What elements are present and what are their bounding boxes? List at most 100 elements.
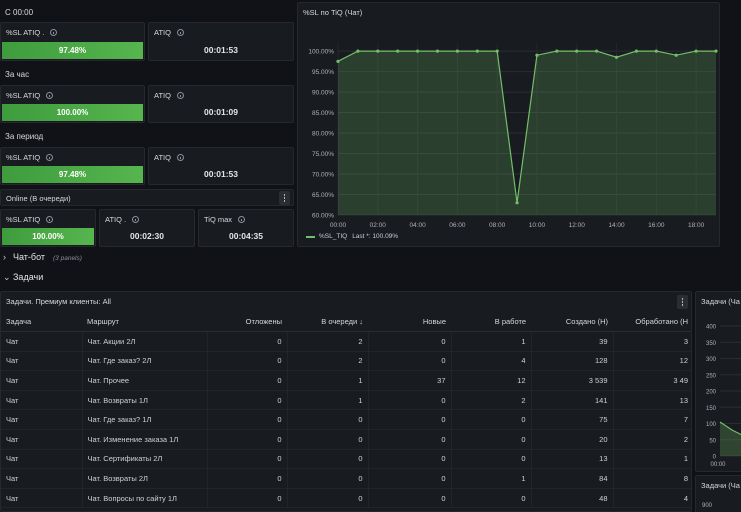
data-point[interactable] [455, 49, 459, 53]
table-cell: 0 [206, 390, 287, 411]
table-cell: Чат [1, 429, 82, 450]
table-cell: 128 [530, 351, 613, 372]
row-tasks-label: Задачи [13, 272, 44, 282]
column-header[interactable]: В работе [451, 312, 531, 333]
data-point[interactable] [336, 59, 340, 63]
data-point[interactable] [714, 49, 718, 53]
panel-title: TiQ max [204, 215, 233, 224]
table-cell: 0 [450, 488, 531, 509]
panel-menu-icon[interactable] [279, 191, 290, 205]
data-point[interactable] [396, 49, 400, 53]
y-tick-label: 350 [706, 341, 717, 347]
chart-legend[interactable]: %SL_TIQ Last *: 100.09% [306, 233, 398, 240]
data-point[interactable] [376, 49, 380, 53]
data-point[interactable] [555, 49, 559, 53]
panel-menu-icon[interactable] [677, 295, 688, 309]
stat-panel-atiq-today[interactable]: ATIQ 00:01:53 [148, 22, 294, 61]
table-cell: 0 [206, 351, 287, 372]
data-point[interactable] [614, 55, 619, 59]
stat-value: 00:01:53 [203, 169, 239, 179]
info-icon[interactable] [46, 153, 54, 161]
table-cell: 0 [286, 468, 368, 489]
table-cell: Чат [1, 351, 82, 372]
data-point[interactable] [535, 53, 539, 57]
table-row[interactable]: Чат Чат. Где заказ? 1Л 0 0 0 0 75 7 [1, 409, 691, 431]
stat-panel-online-atiq[interactable]: ATIQ . 00:02:30 [99, 209, 195, 247]
table-cell: Чат. Акции 2Л [81, 331, 207, 352]
table-cell: 48 [530, 488, 613, 509]
info-icon[interactable] [176, 28, 184, 36]
stat-panel-sl-atiq-today[interactable]: %SL ATIQ . 97.48% [0, 22, 145, 61]
online-queue-title: Online (В очереди) [6, 194, 71, 203]
table-cell: 75 [530, 409, 613, 431]
stat-panel-atiq-hour[interactable]: ATIQ 00:01:09 [148, 85, 294, 123]
table-cell: Чат [1, 449, 82, 470]
table-cell: 0 [286, 488, 368, 509]
column-header[interactable]: Новые [368, 312, 451, 333]
y-tick-label: 85.00% [312, 110, 334, 117]
table-cell: 12 [450, 370, 531, 391]
data-point[interactable] [475, 49, 479, 53]
column-header[interactable]: Маршрут [82, 312, 207, 333]
info-icon[interactable] [50, 28, 58, 36]
data-point[interactable] [575, 49, 579, 53]
table-cell: 0 [367, 409, 451, 431]
table-panel-title: Задачи. Премиум клиенты: All [6, 297, 111, 306]
stat-panel-sl-atiq-hour[interactable]: %SL ATIQ 100.00% [0, 85, 145, 123]
group-label-since-midnight: С 00:00 [5, 8, 34, 17]
stat-panel-online-tiq-max[interactable]: TiQ max 00:04:35 [198, 209, 294, 247]
table-row[interactable]: Чат Чат. Где заказ? 2Л 0 2 0 4 128 12 [1, 351, 691, 372]
online-queue-header[interactable]: Online (В очереди) [0, 189, 294, 206]
table-cell: 13 [530, 449, 613, 470]
stat-value-bar: 100.00% [2, 104, 143, 121]
table-row[interactable]: Чат Чат. Вопросы по сайту 1Л 0 0 0 0 48 4 [1, 488, 691, 509]
table-cell: 0 [450, 409, 531, 431]
column-header[interactable]: Создано (Н) [531, 312, 613, 333]
info-icon[interactable] [238, 215, 246, 223]
data-point[interactable] [674, 53, 678, 57]
x-tick-label: 00:00 [710, 462, 726, 468]
data-point[interactable] [415, 49, 420, 53]
table-row[interactable]: Чат Чат. Изменение заказа 1Л 0 0 0 0 20 2 [1, 429, 691, 450]
table-row[interactable]: Чат Чат. Возвраты 2Л 0 0 0 1 84 8 [1, 468, 691, 489]
stat-value-bar: 100.00% [2, 228, 94, 245]
stat-panel-atiq-period[interactable]: ATIQ 00:01:53 [148, 147, 294, 185]
column-header[interactable]: Отложены [207, 312, 287, 333]
data-point[interactable] [515, 201, 519, 205]
info-icon[interactable] [176, 153, 184, 161]
data-point[interactable] [495, 49, 499, 53]
data-point[interactable] [356, 49, 360, 53]
table-panel-premium-tasks[interactable]: Задачи. Премиум клиенты: All Задача Марш… [0, 291, 692, 512]
info-icon[interactable] [46, 91, 54, 99]
y-tick-label: 65.00% [312, 192, 334, 199]
stat-panel-sl-atiq-period[interactable]: %SL ATIQ 97.48% [0, 147, 145, 185]
table-cell: Чат. Сертификаты 2Л [81, 449, 207, 470]
data-point[interactable] [595, 49, 599, 53]
x-tick-label: 04:00 [409, 222, 426, 229]
table-row[interactable]: Чат Чат. Возвраты 1Л 0 1 0 2 141 13 [1, 390, 691, 411]
mini-chart-panel-tasks-top[interactable]: Задачи (Ча 400 350 300 250 200 150 100 50 0 00:00 [695, 291, 741, 472]
table-row[interactable]: Чат Чат. Прочее 0 1 37 12 3 539 3 49 [1, 370, 691, 391]
table-row[interactable]: Чат Чат. Сертификаты 2Л 0 0 0 0 13 1 [1, 449, 691, 470]
column-header[interactable]: Задача [1, 312, 82, 333]
data-point[interactable] [654, 49, 658, 53]
table-cell: 2 [286, 351, 368, 372]
column-header-sorted[interactable]: В очереди ↓ [287, 312, 368, 333]
row-tasks[interactable]: ⌄ Задачи [3, 272, 43, 283]
series-line [719, 421, 741, 436]
info-icon[interactable] [132, 215, 140, 223]
chart-panel-sl-tiq[interactable]: %SL по TiQ (Чат) 100.00% 95.00% 90.00% 85.0… [297, 2, 720, 247]
table-row[interactable]: Чат Чат. Акции 2Л 0 2 0 1 39 3 [1, 331, 691, 352]
row-chatbot[interactable]: › Чат-бот (3 panels) [3, 252, 82, 262]
column-header[interactable]: Обработано (Н [613, 312, 691, 333]
y-tick-label: 50 [709, 438, 716, 444]
mini-chart-panel-tasks-bottom[interactable]: Задачи (Ча 900 [695, 475, 741, 512]
stat-panel-online-sl[interactable]: %SL ATIQ 100.00% [0, 209, 96, 247]
info-icon[interactable] [46, 215, 54, 223]
data-point[interactable] [634, 49, 639, 53]
info-icon[interactable] [176, 91, 184, 99]
data-point[interactable] [435, 49, 440, 53]
table-cell: 0 [367, 351, 451, 372]
data-point[interactable] [694, 49, 698, 53]
table-cell: 7 [612, 409, 691, 431]
